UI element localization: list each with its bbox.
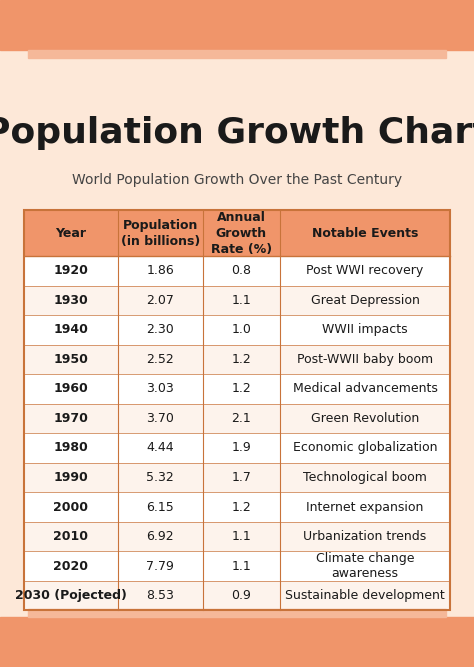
Text: Internet expansion: Internet expansion	[306, 500, 424, 514]
Bar	[0, 0, 474, 50]
Text: 2.1: 2.1	[231, 412, 251, 425]
Text: 2010: 2010	[53, 530, 88, 543]
Text: Post WWI recovery: Post WWI recovery	[306, 264, 424, 277]
Text: 1.86: 1.86	[146, 264, 174, 277]
Text: Post-WWII baby boom: Post-WWII baby boom	[297, 353, 433, 366]
Bar	[24, 434, 450, 463]
Text: 1920: 1920	[53, 264, 88, 277]
Bar	[24, 315, 450, 345]
Text: 2.30: 2.30	[146, 323, 174, 336]
Text: 1.1: 1.1	[231, 294, 251, 307]
Text: 0.8: 0.8	[231, 264, 251, 277]
Text: 7.79: 7.79	[146, 560, 174, 572]
Text: Sustainable development: Sustainable development	[285, 589, 445, 602]
Text: 1970: 1970	[53, 412, 88, 425]
Text: 1.2: 1.2	[231, 500, 251, 514]
Bar	[24, 374, 450, 404]
Text: 1.9: 1.9	[231, 442, 251, 454]
Text: 1.0: 1.0	[231, 323, 251, 336]
Text: Medical advancements: Medical advancements	[292, 382, 438, 396]
Text: 1940: 1940	[53, 323, 88, 336]
Bar	[24, 581, 450, 610]
Text: 1.1: 1.1	[231, 560, 251, 572]
Bar	[24, 463, 450, 492]
Text: 2030 (Pojected): 2030 (Pojected)	[15, 589, 127, 602]
Text: 1980: 1980	[53, 442, 88, 454]
Bar	[24, 551, 450, 581]
Bar	[24, 492, 450, 522]
Text: Climate change
awareness: Climate change awareness	[316, 552, 414, 580]
Bar	[24, 345, 450, 374]
Text: 1990: 1990	[53, 471, 88, 484]
Bar	[24, 404, 450, 434]
Bar	[0, 617, 474, 667]
Text: Year: Year	[55, 227, 86, 239]
Text: 1.2: 1.2	[231, 382, 251, 396]
Text: Great Depression: Great Depression	[310, 294, 419, 307]
Text: 6.92: 6.92	[146, 530, 174, 543]
Text: 2000: 2000	[53, 500, 88, 514]
Text: Urbanization trends: Urbanization trends	[303, 530, 427, 543]
Text: 4.44: 4.44	[146, 442, 174, 454]
Text: 8.53: 8.53	[146, 589, 174, 602]
Bar	[24, 522, 450, 551]
Text: Notable Events: Notable Events	[312, 227, 418, 239]
Bar	[24, 285, 450, 315]
Text: 1950: 1950	[53, 353, 88, 366]
Text: WWII impacts: WWII impacts	[322, 323, 408, 336]
Bar	[24, 210, 450, 256]
Text: 1.1: 1.1	[231, 530, 251, 543]
Text: 1930: 1930	[53, 294, 88, 307]
Text: Annual
Growth
Rate (%): Annual Growth Rate (%)	[211, 211, 272, 255]
Bar	[28, 50, 446, 58]
Bar	[24, 256, 450, 285]
Bar	[28, 609, 446, 617]
Text: Economic globalization: Economic globalization	[293, 442, 437, 454]
Text: Technological boom: Technological boom	[303, 471, 427, 484]
Text: 6.15: 6.15	[146, 500, 174, 514]
Text: Population Growth Chart: Population Growth Chart	[0, 117, 474, 150]
Text: 2.52: 2.52	[146, 353, 174, 366]
Text: 1960: 1960	[53, 382, 88, 396]
Text: 2.07: 2.07	[146, 294, 174, 307]
Text: 0.9: 0.9	[231, 589, 251, 602]
Text: World Population Growth Over the Past Century: World Population Growth Over the Past Ce…	[72, 173, 402, 187]
Text: 3.70: 3.70	[146, 412, 174, 425]
Bar	[24, 210, 450, 610]
Text: 1.7: 1.7	[231, 471, 251, 484]
Text: 5.32: 5.32	[146, 471, 174, 484]
Text: Green Revolution: Green Revolution	[311, 412, 419, 425]
Text: Population
(in billions): Population (in billions)	[120, 219, 200, 247]
Text: 2020: 2020	[53, 560, 88, 572]
Text: 3.03: 3.03	[146, 382, 174, 396]
Text: 1.2: 1.2	[231, 353, 251, 366]
